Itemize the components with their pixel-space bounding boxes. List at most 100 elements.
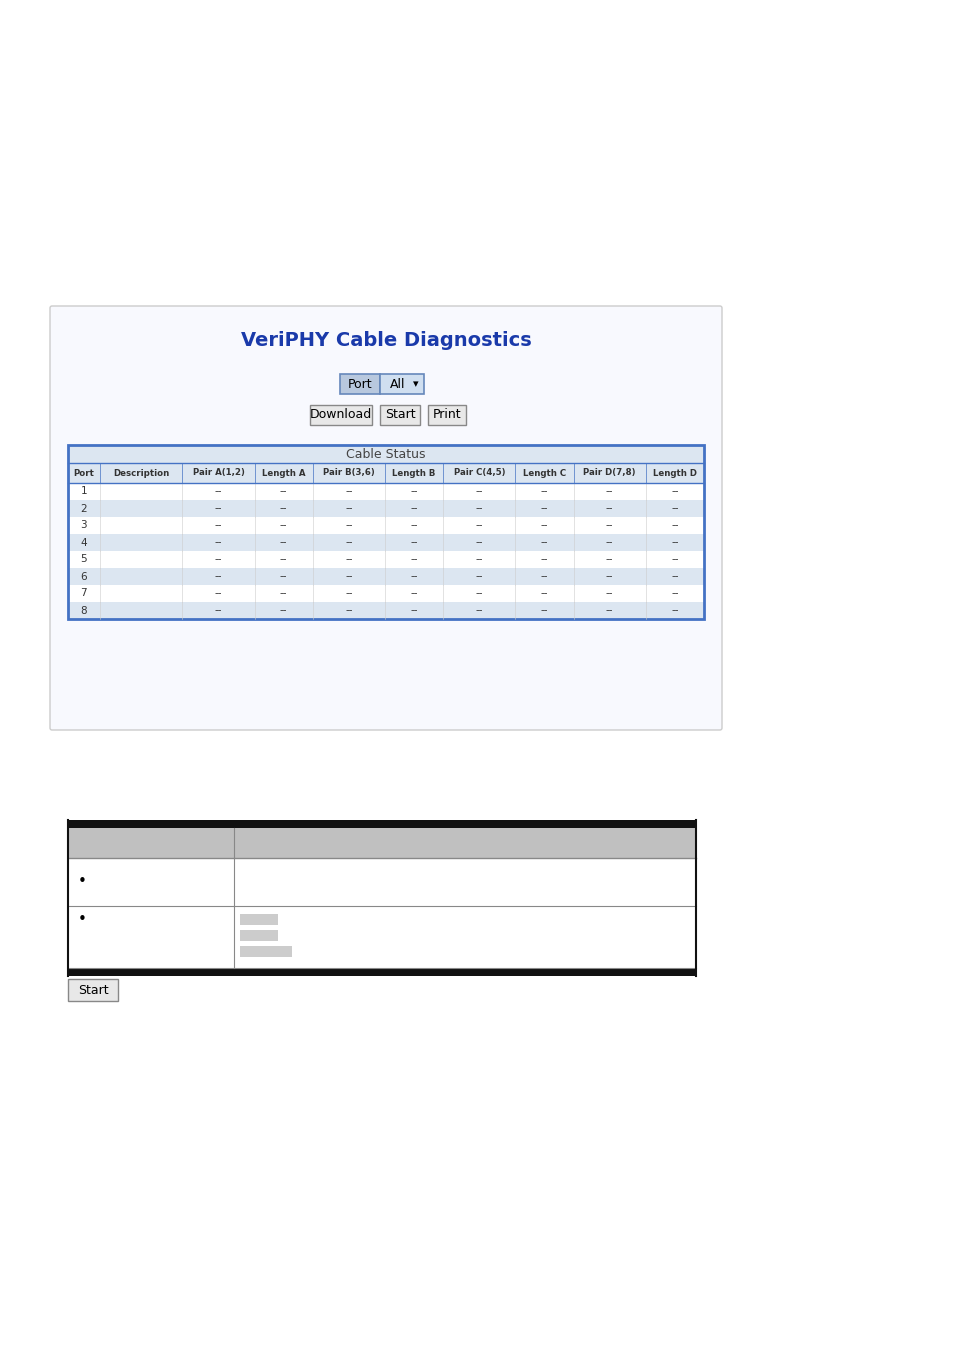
Text: --: -- [345, 521, 353, 531]
Text: --: -- [279, 589, 287, 598]
Bar [68, 551, 703, 568]
Text: --: -- [670, 486, 678, 497]
Bar [68, 463, 703, 483]
Bar [233, 828, 696, 859]
Text: 2: 2 [80, 504, 87, 513]
Text: All: All [390, 378, 405, 390]
Text: 7: 7 [80, 589, 87, 598]
Text: 3: 3 [80, 521, 87, 531]
Text: --: -- [410, 537, 417, 548]
FancyBboxPatch shape [379, 374, 423, 394]
Bar [240, 946, 292, 957]
Bar [240, 914, 277, 925]
Text: 5: 5 [80, 555, 87, 564]
Text: --: -- [670, 571, 678, 582]
Bar [68, 535, 703, 551]
Bar [68, 968, 696, 976]
Text: --: -- [279, 571, 287, 582]
FancyBboxPatch shape [379, 405, 419, 425]
Text: --: -- [214, 521, 222, 531]
Bar [68, 585, 703, 602]
Text: 8: 8 [80, 606, 87, 616]
Text: Description: Description [112, 468, 169, 478]
Text: Length B: Length B [392, 468, 436, 478]
Text: --: -- [475, 521, 482, 531]
Text: Pair C(4,5): Pair C(4,5) [453, 468, 504, 478]
Text: --: -- [670, 606, 678, 616]
FancyBboxPatch shape [68, 979, 118, 1000]
Text: --: -- [605, 555, 613, 564]
FancyBboxPatch shape [50, 306, 721, 730]
Text: --: -- [345, 486, 353, 497]
Bar [68, 500, 703, 517]
Text: --: -- [670, 537, 678, 548]
Bar [68, 906, 233, 968]
Bar [233, 906, 696, 968]
Text: --: -- [214, 589, 222, 598]
Text: Length A: Length A [262, 468, 305, 478]
Text: --: -- [540, 606, 548, 616]
Text: --: -- [410, 555, 417, 564]
Text: --: -- [214, 555, 222, 564]
Bar [68, 446, 703, 620]
Text: --: -- [475, 504, 482, 513]
Text: --: -- [605, 571, 613, 582]
Text: --: -- [605, 521, 613, 531]
Text: 1: 1 [80, 486, 87, 497]
Text: --: -- [605, 589, 613, 598]
Text: --: -- [540, 521, 548, 531]
Text: Port: Port [347, 378, 372, 390]
Text: VeriPHY Cable Diagnostics: VeriPHY Cable Diagnostics [240, 331, 531, 350]
Text: --: -- [345, 589, 353, 598]
Text: 4: 4 [80, 537, 87, 548]
Text: •: • [77, 913, 87, 927]
Text: --: -- [410, 486, 417, 497]
Text: --: -- [410, 504, 417, 513]
Text: --: -- [410, 589, 417, 598]
Text: --: -- [670, 504, 678, 513]
Text: --: -- [605, 537, 613, 548]
Text: --: -- [410, 521, 417, 531]
Text: --: -- [540, 555, 548, 564]
Text: --: -- [475, 555, 482, 564]
Text: --: -- [345, 571, 353, 582]
Text: --: -- [410, 606, 417, 616]
Text: --: -- [345, 504, 353, 513]
Text: Pair A(1,2): Pair A(1,2) [193, 468, 244, 478]
Text: --: -- [279, 521, 287, 531]
Text: --: -- [605, 606, 613, 616]
Text: --: -- [279, 606, 287, 616]
Text: --: -- [279, 537, 287, 548]
Text: --: -- [214, 504, 222, 513]
Text: --: -- [345, 606, 353, 616]
Text: Port: Port [73, 468, 94, 478]
Text: --: -- [345, 537, 353, 548]
Text: Download: Download [310, 409, 372, 421]
Text: --: -- [475, 606, 482, 616]
Text: --: -- [279, 504, 287, 513]
Bar [68, 819, 696, 828]
Text: --: -- [475, 589, 482, 598]
Text: •: • [77, 875, 87, 890]
Text: --: -- [670, 589, 678, 598]
Text: Pair D(7,8): Pair D(7,8) [583, 468, 636, 478]
Text: --: -- [540, 504, 548, 513]
Text: --: -- [475, 486, 482, 497]
FancyBboxPatch shape [310, 405, 372, 425]
Text: --: -- [345, 555, 353, 564]
Bar [68, 446, 703, 463]
Text: --: -- [214, 571, 222, 582]
Text: --: -- [605, 504, 613, 513]
Text: --: -- [540, 486, 548, 497]
Text: Cable Status: Cable Status [346, 447, 425, 460]
Bar [240, 930, 277, 941]
Text: --: -- [605, 486, 613, 497]
Text: --: -- [214, 606, 222, 616]
Text: --: -- [475, 571, 482, 582]
Bar [68, 602, 703, 620]
Text: --: -- [214, 486, 222, 497]
Text: ▾: ▾ [413, 379, 418, 389]
Bar [68, 568, 703, 585]
Bar [68, 517, 703, 535]
Bar [233, 859, 696, 906]
